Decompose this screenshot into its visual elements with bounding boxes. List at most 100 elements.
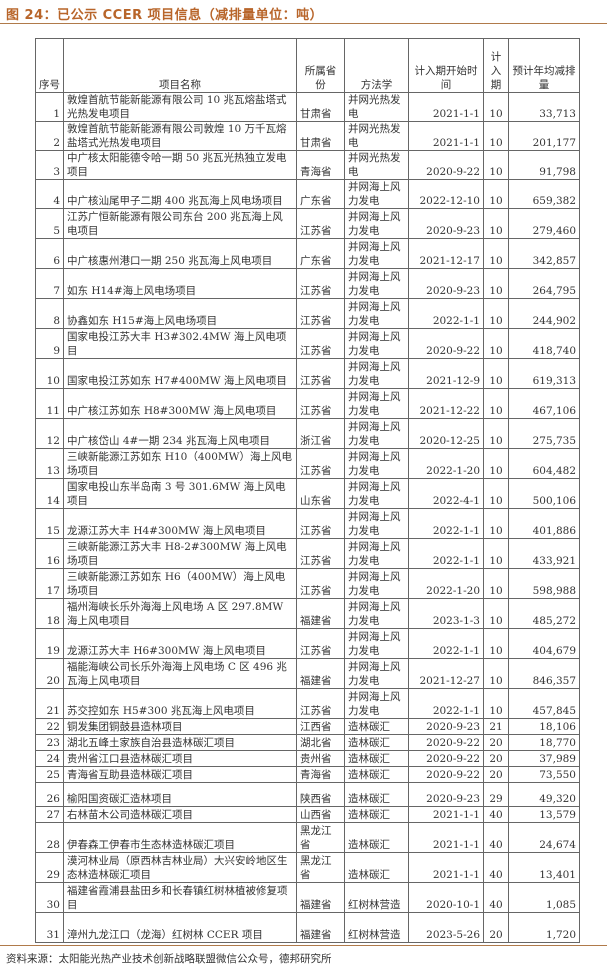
start-date-cell: 2022-1-1 xyxy=(408,688,484,719)
header-annual-reduction: 预计年均减排量 xyxy=(508,38,580,93)
methodology-cell: 并网光热发电 xyxy=(344,92,409,122)
title-divider xyxy=(0,23,607,24)
project-name-cell: 国家电投江苏如东 H7#400MW 海上风电项目 xyxy=(63,358,297,389)
annual-reduction-cell: 604,482 xyxy=(508,448,580,479)
seq-cell: 3 xyxy=(35,150,64,180)
seq-cell: 8 xyxy=(35,298,64,329)
start-date-cell: 2020-10-1 xyxy=(408,882,484,913)
project-name-cell: 敦煌首航节能新能源有限公司 10 兆瓦熔盐塔式光热发电项目 xyxy=(63,92,297,122)
table-row: 5 江苏广恒新能源有限公司东台 200 兆瓦海上风电项目 江苏省 并网海上风力发电 20… xyxy=(35,208,580,239)
methodology-cell: 并网海上风力发电 xyxy=(344,538,409,569)
province-cell: 江苏省 xyxy=(296,388,345,419)
province-cell: 湖北省 xyxy=(296,734,345,751)
header-methodology: 方法学 xyxy=(344,38,409,93)
seq-cell: 25 xyxy=(35,766,64,783)
seq-cell: 20 xyxy=(35,658,64,689)
annual-reduction-cell: 342,857 xyxy=(508,238,580,269)
annual-reduction-cell: 275,735 xyxy=(508,418,580,449)
annual-reduction-cell: 264,795 xyxy=(508,268,580,299)
methodology-cell: 造林碳汇 xyxy=(344,718,409,735)
project-name-cell: 国家电投山东半岛南 3 号 301.6MW 海上风电项目 xyxy=(63,478,297,509)
period-cell: 10 xyxy=(483,538,509,569)
seq-cell: 29 xyxy=(35,852,64,883)
table-header-row: 序号 项目名称 所属省份 方法学 计入期开始时间 计入期 预计年均减排量 xyxy=(35,38,580,93)
methodology-cell: 造林碳汇 xyxy=(344,750,409,767)
start-date-cell: 2022-1-20 xyxy=(408,568,484,599)
seq-cell: 6 xyxy=(35,238,64,269)
methodology-cell: 并网海上风力发电 xyxy=(344,179,409,209)
project-name-cell: 贵州省江口县造林碳汇项目 xyxy=(63,750,297,767)
table-row: 2 敦煌首航节能新能源有限公司敦煌 10 万千瓦熔盐塔式光热发电项目 甘肃省 并网光热… xyxy=(35,121,580,151)
annual-reduction-cell: 18,770 xyxy=(508,734,580,751)
province-cell: 江苏省 xyxy=(296,328,345,359)
seq-cell: 12 xyxy=(35,418,64,449)
table-row: 17 三峡新能源江苏如东 H6（400MW）海上风电场项目 江苏省 并网海上风力发电 2… xyxy=(35,568,580,599)
methodology-cell: 并网海上风力发电 xyxy=(344,568,409,599)
header-seq: 序号 xyxy=(35,38,64,93)
project-name-cell: 江苏广恒新能源有限公司东台 200 兆瓦海上风电项目 xyxy=(63,208,297,239)
annual-reduction-cell: 244,902 xyxy=(508,298,580,329)
project-name-cell: 福州海峡长乐外海海上风电场 A 区 297.8MW 海上风电项目 xyxy=(63,598,297,629)
annual-reduction-cell: 418,740 xyxy=(508,328,580,359)
methodology-cell: 并网海上风力发电 xyxy=(344,598,409,629)
province-cell: 江苏省 xyxy=(296,358,345,389)
table-row: 4 中广核汕尾甲子二期 400 兆瓦海上风电场项目 广东省 并网海上风力发电 2022-… xyxy=(35,179,580,209)
annual-reduction-cell: 467,106 xyxy=(508,388,580,419)
annual-reduction-cell: 73,550 xyxy=(508,766,580,783)
project-name-cell: 协鑫如东 H15#海上风电场项目 xyxy=(63,298,297,329)
start-date-cell: 2022-1-1 xyxy=(408,298,484,329)
province-cell: 黑龙江省 xyxy=(296,822,345,853)
table-row: 7 如东 H14#海上风电场项目 江苏省 并网海上风力发电 2020-9-23 10 264… xyxy=(35,268,580,299)
methodology-cell: 并网海上风力发电 xyxy=(344,298,409,329)
period-cell: 40 xyxy=(483,806,509,823)
table-row: 10 国家电投江苏如东 H7#400MW 海上风电项目 江苏省 并网海上风力发电 202… xyxy=(35,358,580,389)
period-cell: 20 xyxy=(483,766,509,783)
period-cell: 29 xyxy=(483,782,509,807)
province-cell: 福建省 xyxy=(296,882,345,913)
project-name-cell: 龙源江苏大丰 H6#300MW 海上风电项目 xyxy=(63,628,297,659)
table-row: 15 龙源江苏大丰 H4#300MW 海上风电项目 江苏省 并网海上风力发电 2022-… xyxy=(35,508,580,539)
seq-cell: 11 xyxy=(35,388,64,419)
project-name-cell: 中广核汕尾甲子二期 400 兆瓦海上风电场项目 xyxy=(63,179,297,209)
project-name-cell: 国家电投江苏大丰 H3#302.4MW 海上风电项目 xyxy=(63,328,297,359)
seq-cell: 5 xyxy=(35,208,64,239)
period-cell: 10 xyxy=(483,478,509,509)
province-cell: 贵州省 xyxy=(296,750,345,767)
table-row: 25 青海省互助县造林碳汇项目 青海省 造林碳汇 2020-9-22 20 73,550 xyxy=(35,766,580,783)
annual-reduction-cell: 485,272 xyxy=(508,598,580,629)
figure-title: 图 24：已公示 CCER 项目信息（减排量单位：吨） xyxy=(6,8,324,23)
methodology-cell: 并网光热发电 xyxy=(344,121,409,151)
methodology-cell: 并网海上风力发电 xyxy=(344,208,409,239)
seq-cell: 14 xyxy=(35,478,64,509)
annual-reduction-cell: 500,106 xyxy=(508,478,580,509)
table-row: 21 苏交控如东 H5#300 兆瓦海上风电项目 江苏省 并网海上风力发电 2022-1… xyxy=(35,688,580,719)
header-start-date: 计入期开始时间 xyxy=(408,38,484,93)
seq-cell: 24 xyxy=(35,750,64,767)
table-row: 29 漠河林业局（原西林吉林业局）大兴安岭地区生态林造林碳汇项目 黑龙江省 造林碳汇 2… xyxy=(35,852,580,883)
methodology-cell: 红树林营造 xyxy=(344,912,409,943)
period-cell: 40 xyxy=(483,852,509,883)
methodology-cell: 造林碳汇 xyxy=(344,766,409,783)
start-date-cell: 2021-12-17 xyxy=(408,238,484,269)
project-name-cell: 右林苗木公司造林碳汇项目 xyxy=(63,806,297,823)
seq-cell: 23 xyxy=(35,734,64,751)
seq-cell: 28 xyxy=(35,822,64,853)
methodology-cell: 并网海上风力发电 xyxy=(344,508,409,539)
annual-reduction-cell: 13,401 xyxy=(508,852,580,883)
project-name-cell: 三峡新能源江苏如东 H10（400MW）海上风电场项目 xyxy=(63,448,297,479)
start-date-cell: 2022-1-1 xyxy=(408,538,484,569)
start-date-cell: 2023-5-26 xyxy=(408,912,484,943)
seq-cell: 21 xyxy=(35,688,64,719)
table-row: 22 铜发集团铜鼓县造林项目 江西省 造林碳汇 2020-9-23 21 18,106 xyxy=(35,718,580,735)
project-name-cell: 铜发集团铜鼓县造林项目 xyxy=(63,718,297,735)
annual-reduction-cell: 457,845 xyxy=(508,688,580,719)
province-cell: 甘肃省 xyxy=(296,121,345,151)
province-cell: 江苏省 xyxy=(296,628,345,659)
period-cell: 20 xyxy=(483,734,509,751)
start-date-cell: 2021-1-1 xyxy=(408,852,484,883)
province-cell: 福建省 xyxy=(296,658,345,689)
period-cell: 10 xyxy=(483,328,509,359)
table-row: 31 漳州九龙江口（龙海）红树林 CCER 项目 福建省 红树林营造 2023-5-26… xyxy=(35,912,580,943)
source-note: 资料来源：太阳能光热产业技术创新战略联盟微信公众号，德邦研究所 xyxy=(6,953,332,965)
table-row: 12 中广核岱山 4#一期 234 兆瓦海上风电项目 浙江省 并网海上风力发电 2020… xyxy=(35,418,580,449)
